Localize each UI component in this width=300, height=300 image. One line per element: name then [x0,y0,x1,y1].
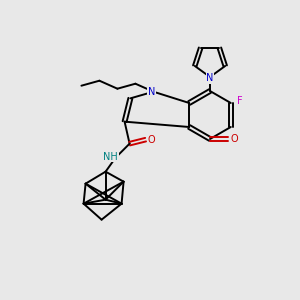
Text: NH: NH [103,152,118,162]
Text: F: F [237,96,243,106]
Text: O: O [230,134,238,144]
Text: N: N [206,73,214,83]
Text: N: N [148,87,155,97]
Text: O: O [148,135,155,145]
